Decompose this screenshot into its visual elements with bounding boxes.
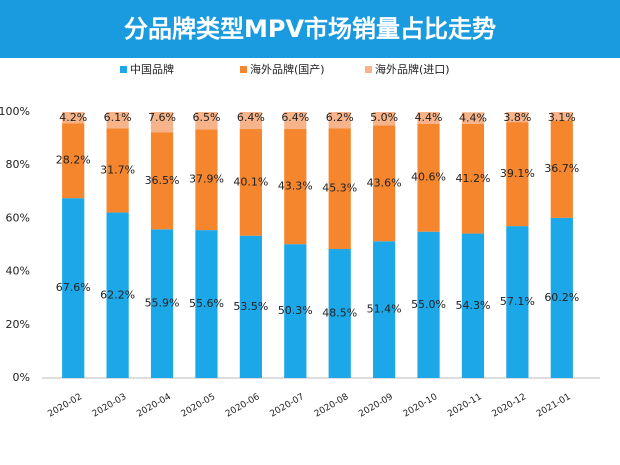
data-label: 53.5%	[233, 300, 268, 313]
bar-segment	[62, 123, 85, 199]
data-label: 4.4%	[459, 111, 487, 124]
x-tick-label: 2020-06	[224, 392, 262, 420]
x-tick-label: 2020-11	[446, 392, 484, 419]
title-banner	[0, 0, 620, 58]
data-label: 3.8%	[503, 111, 531, 124]
data-label: 31.7%	[100, 163, 135, 176]
y-tick-label: 100%	[0, 105, 30, 118]
y-tick-label: 80%	[6, 158, 30, 171]
x-tick-label: 2020-04	[135, 392, 173, 420]
data-label: 4.2%	[59, 111, 87, 124]
bar-segment	[417, 123, 440, 232]
data-label: 39.1%	[500, 167, 535, 180]
bar-segment	[195, 112, 218, 130]
data-label: 57.1%	[500, 295, 535, 308]
data-label: 62.2%	[100, 288, 135, 301]
data-label: 55.6%	[189, 297, 224, 310]
x-tick-label: 2020-12	[491, 392, 529, 419]
data-label: 36.5%	[145, 174, 180, 187]
data-label: 43.3%	[278, 180, 313, 193]
bar-segment	[550, 112, 573, 121]
legend-label: 海外品牌(进口)	[375, 62, 450, 76]
bar-segment	[195, 230, 218, 378]
bar-segment	[373, 241, 396, 378]
data-label: 60.2%	[544, 291, 579, 304]
x-tick-label: 2020-02	[46, 392, 84, 419]
bar-segment	[461, 233, 485, 378]
legend-swatch	[120, 66, 127, 73]
bar-segment	[106, 112, 129, 129]
chart-title: 分品牌类型MPV市场销量占比走势	[124, 15, 496, 43]
bar-segment	[62, 198, 85, 378]
legend-label: 中国品牌	[130, 62, 174, 76]
bar-segment	[239, 235, 262, 378]
data-label: 7.6%	[148, 111, 176, 124]
legend-label: 海外品牌(国产)	[250, 62, 325, 76]
y-tick-label: 60%	[6, 211, 30, 224]
data-label: 55.9%	[145, 297, 180, 310]
bar-segment	[239, 112, 262, 130]
bar-segment	[506, 122, 529, 227]
data-label: 4.4%	[415, 111, 443, 124]
legend-swatch	[365, 66, 372, 73]
bar-segment	[417, 112, 440, 124]
bar-segment	[239, 129, 262, 236]
data-label: 5.0%	[370, 111, 398, 124]
y-tick-label: 20%	[6, 318, 30, 331]
bar-segment	[417, 231, 440, 378]
data-label: 6.4%	[281, 111, 309, 124]
bar-segment	[195, 129, 218, 231]
bar-segment	[328, 112, 351, 129]
data-label: 40.6%	[411, 171, 446, 184]
data-label: 28.2%	[56, 154, 91, 167]
legend-swatch	[240, 66, 247, 73]
y-tick-label: 40%	[6, 265, 30, 278]
x-tick-label: 2020-05	[180, 392, 218, 419]
data-label: 37.9%	[189, 173, 224, 186]
bar-segment	[461, 123, 485, 234]
bar-segment	[550, 217, 573, 378]
data-label: 6.2%	[326, 111, 354, 124]
data-label: 6.4%	[237, 111, 265, 124]
bar-segment	[328, 248, 351, 378]
data-label: 55.0%	[411, 298, 446, 311]
bar-segment	[62, 112, 85, 124]
bar-segment	[284, 112, 307, 130]
bar-segment	[373, 125, 396, 242]
data-label: 54.3%	[455, 299, 490, 312]
bar-segment	[373, 112, 396, 126]
x-tick-label: 2021-01	[535, 392, 573, 419]
bar-segment	[506, 226, 529, 378]
bar-segment	[150, 132, 174, 230]
data-label: 43.6%	[367, 176, 402, 189]
x-tick-label: 2020-08	[313, 392, 351, 420]
bar-segment	[284, 129, 307, 245]
data-label: 45.3%	[322, 182, 357, 195]
data-label: 6.1%	[104, 111, 132, 124]
bar-segment	[550, 120, 573, 218]
bar-segment	[506, 112, 529, 123]
bar-segment	[106, 212, 129, 378]
data-label: 48.5%	[322, 306, 357, 319]
data-label: 51.4%	[367, 303, 402, 316]
bar-segment	[328, 128, 351, 249]
data-label: 41.2%	[455, 172, 490, 185]
bar-segment	[150, 112, 174, 133]
data-label: 6.5%	[192, 111, 220, 124]
data-label: 67.6%	[56, 281, 91, 294]
bar-segment	[150, 229, 174, 378]
data-label: 50.3%	[278, 304, 313, 317]
bar-segment	[461, 112, 485, 124]
data-label: 36.7%	[544, 162, 579, 175]
data-label: 3.1%	[548, 111, 576, 124]
x-tick-label: 2020-07	[268, 392, 306, 419]
x-tick-label: 2020-09	[357, 392, 395, 420]
bar-segment	[284, 244, 307, 378]
x-tick-label: 2020-03	[91, 392, 129, 419]
bar-segment	[106, 128, 129, 213]
y-tick-label: 0%	[13, 371, 30, 384]
x-tick-label: 2020-10	[402, 392, 440, 420]
data-label: 40.1%	[233, 175, 268, 188]
